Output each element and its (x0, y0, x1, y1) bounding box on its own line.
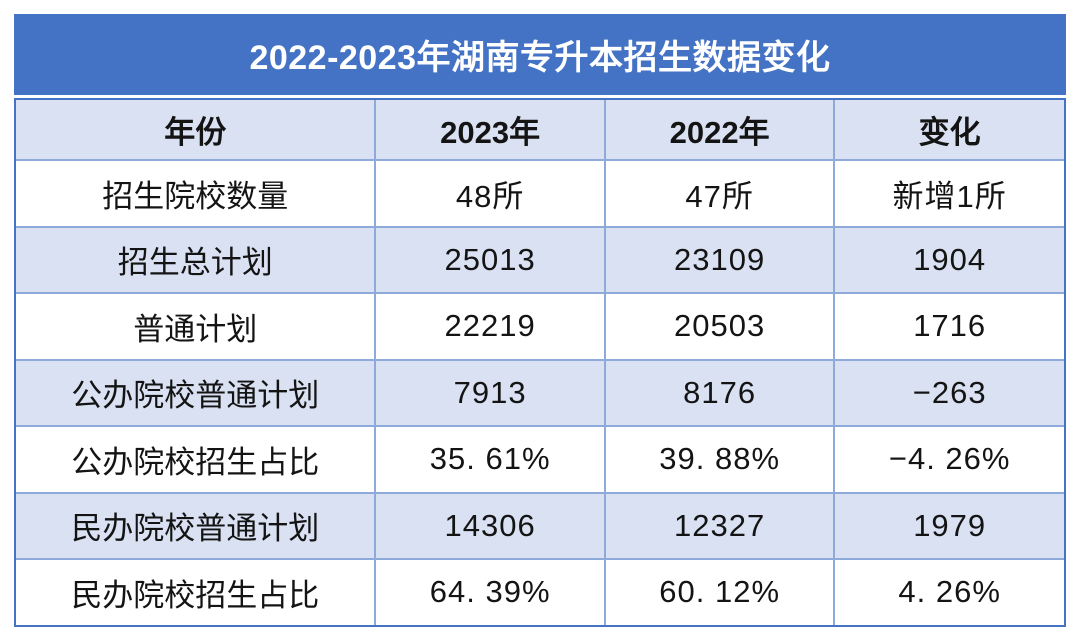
table-row: 普通计划 22219 20503 1716 (16, 292, 1064, 359)
column-header-2023: 2023年 (374, 100, 604, 159)
table-row: 招生院校数量 48所 47所 新增1所 (16, 159, 1064, 226)
cell-2022: 12327 (603, 493, 834, 558)
cell-2023: 48所 (374, 161, 604, 226)
table-row: 民办院校招生占比 64. 39% 60. 12% 4. 26% (16, 558, 1064, 625)
table-row: 民办院校普通计划 14306 12327 1979 (16, 491, 1064, 558)
row-label: 民办院校招生占比 (71, 577, 320, 613)
row-label: 民办院校普通计划 (71, 511, 320, 547)
row-label: 公办院校招生占比 (71, 444, 320, 480)
table-row: 公办院校招生占比 35. 61% 39. 88% −4. 26% (16, 425, 1064, 492)
row-label: 招生院校数量 (102, 178, 289, 214)
table-row: 公办院校普通计划 7913 8176 −263 (16, 358, 1064, 425)
cell-2022: 20503 (603, 294, 834, 359)
cell-2023: 25013 (374, 227, 604, 292)
cell-change: −263 (833, 360, 1064, 425)
cell-2023: 22219 (374, 294, 604, 359)
cell-2022: 47所 (603, 161, 834, 226)
cell-2022: 39. 88% (603, 427, 834, 492)
cell-2022: 60. 12% (603, 560, 834, 625)
cell-change: 1904 (833, 227, 1064, 292)
row-label: 招生总计划 (117, 245, 273, 281)
table-row: 招生总计划 25013 23109 1904 (16, 225, 1064, 292)
cell-2023: 14306 (374, 493, 604, 558)
cell-2023: 7913 (374, 360, 604, 425)
cell-change: 新增1所 (833, 161, 1064, 226)
row-label: 普通计划 (133, 311, 258, 347)
column-header-metric: 年份 (164, 115, 227, 150)
cell-2022: 8176 (603, 360, 834, 425)
cell-2022: 23109 (603, 227, 834, 292)
header-row: 年份 2023年 2022年 变化 (16, 100, 1064, 159)
table-title: 2022-2023年湖南专升本招生数据变化 (14, 14, 1066, 95)
column-header-change: 变化 (833, 100, 1064, 159)
row-label: 公办院校普通计划 (71, 378, 320, 414)
data-table: 年份 2023年 2022年 变化 招生院校数量 48所 47所 新增1所 招生… (14, 98, 1066, 627)
cell-change: −4. 26% (833, 427, 1064, 492)
cell-2023: 35. 61% (374, 427, 604, 492)
cell-change: 1716 (833, 294, 1064, 359)
cell-change: 1979 (833, 493, 1064, 558)
enrollment-table-figure: 2022-2023年湖南专升本招生数据变化 年份 2023年 2022年 变化 … (14, 14, 1066, 627)
cell-2023: 64. 39% (374, 560, 604, 625)
cell-change: 4. 26% (833, 560, 1064, 625)
column-header-2022: 2022年 (603, 100, 834, 159)
